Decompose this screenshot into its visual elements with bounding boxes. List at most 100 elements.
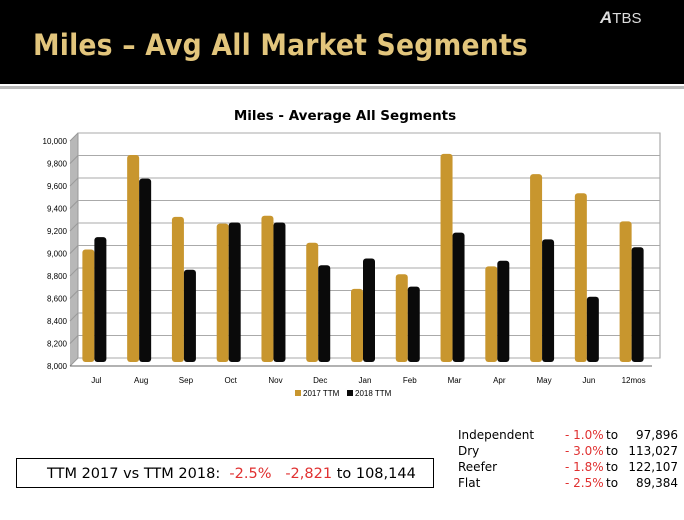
x-tick-label: Sep: [179, 376, 194, 385]
y-tick-label: 8,600: [47, 295, 68, 304]
bar-2018-ttm: [631, 247, 644, 362]
y-tick-label: 8,400: [47, 317, 68, 326]
x-tick-label: May: [537, 376, 552, 385]
x-tick-label: Feb: [403, 376, 417, 385]
bar-2018-ttm: [586, 296, 599, 362]
y-tick-label: 8,200: [47, 340, 68, 349]
gridline-side: [69, 267, 79, 277]
segment-value: 113,027: [628, 444, 678, 458]
bar-2018-ttm: [228, 222, 241, 362]
x-tick-label: Apr: [493, 376, 506, 385]
header-bar: [0, 0, 684, 84]
bar-2017-ttm: [619, 221, 632, 362]
bar-2017-ttm: [171, 216, 184, 362]
segment-name: Reefer: [458, 460, 498, 474]
summary-value: 108,144: [355, 466, 416, 482]
bar-2018-ttm: [318, 265, 331, 362]
gridline-side: [69, 177, 79, 187]
gridline-side: [69, 312, 79, 322]
gridline-side: [69, 222, 79, 232]
bar-2018-ttm: [497, 260, 510, 362]
y-tick-label: 8,000: [47, 362, 68, 371]
x-tick-label: Jun: [582, 376, 595, 385]
logo-text: TBS: [612, 10, 642, 27]
summary-label: TTM 2017 vs TTM 2018:: [47, 466, 221, 482]
gridline-side: [69, 290, 79, 299]
bar-2017-ttm: [306, 242, 319, 362]
bar-2017-ttm: [530, 174, 543, 362]
y-tick-label: 9,000: [47, 250, 68, 259]
bar-2018-ttm: [273, 222, 286, 362]
segment-row: Reefer - 1.8% to 122,107: [458, 460, 678, 476]
segment-row: Dry - 3.0% to 113,027: [458, 444, 678, 460]
bar-2017-ttm: [485, 266, 498, 362]
y-tick-label: 10,000: [43, 137, 68, 146]
x-tick-label: Oct: [224, 376, 237, 385]
bar-2018-ttm: [363, 258, 375, 362]
segment-value: 97,896: [636, 428, 678, 442]
legend-label: 2017 TTM: [303, 389, 340, 398]
segment-to: to: [606, 428, 619, 442]
legend-swatch: [295, 390, 301, 396]
bar-2017-ttm: [395, 274, 408, 362]
legend-swatch: [347, 390, 353, 396]
x-tick-label: Aug: [134, 376, 148, 385]
bar-2018-ttm: [407, 286, 420, 362]
bar-chart: Miles - Average All Segments 8,000 8,200 8…: [43, 108, 661, 398]
bar-2017-ttm: [216, 223, 229, 362]
x-tick-label: 12mos: [622, 376, 646, 385]
gridline-side: [69, 200, 79, 209]
summary-pct: -2.5%: [229, 466, 272, 482]
bar-2017-ttm: [127, 155, 140, 362]
segment-name: Dry: [458, 444, 480, 458]
x-tick-label: Dec: [313, 376, 327, 385]
segment-pct: - 1.8%: [565, 460, 604, 474]
x-tick-label: Jan: [359, 376, 372, 385]
header-divider: [0, 86, 684, 89]
segment-value: 122,107: [628, 460, 678, 474]
bar-2017-ttm: [82, 249, 95, 362]
gridline-side: [69, 132, 79, 142]
gridline-side: [69, 155, 79, 164]
segment-pct: - 3.0%: [565, 444, 604, 458]
segment-name: Independent: [458, 428, 535, 442]
bar-2017-ttm: [261, 215, 274, 362]
summary-delta: -2,821: [285, 466, 333, 482]
y-tick-label: 9,600: [47, 182, 68, 191]
bar-2018-ttm: [542, 239, 555, 362]
tbs-logo: ATBS: [600, 8, 641, 28]
segment-list: Independent - 1.0% to 97,896 Dry - 3.0% to 113…: [458, 428, 678, 492]
gridline-side: [69, 357, 79, 367]
gridline-side: [69, 245, 79, 254]
legend-label: 2018 TTM: [355, 389, 392, 398]
summary-to: to: [336, 466, 352, 482]
segment-row: Flat - 2.5% to 89,384: [458, 476, 678, 492]
page-title: Miles – Avg All Market Segments: [33, 28, 528, 62]
segment-pct: - 1.0%: [565, 428, 604, 442]
x-tick-label: Jul: [91, 376, 101, 385]
x-tick-label: Mar: [448, 376, 462, 385]
segment-to: to: [606, 476, 619, 490]
bar-2018-ttm: [139, 178, 152, 362]
ttm-summary-box: TTM 2017 vs TTM 2018: -2.5% -2,821 to 10…: [16, 458, 434, 488]
segment-pct: - 2.5%: [565, 476, 604, 490]
segment-to: to: [606, 460, 619, 474]
logo-mark-icon: A: [600, 8, 613, 27]
gridline-side: [69, 335, 79, 344]
y-tick-label: 9,200: [47, 227, 68, 236]
segment-value: 89,384: [636, 476, 678, 490]
y-tick-label: 9,400: [47, 205, 68, 214]
segment-name: Flat: [458, 476, 481, 490]
segment-to: to: [606, 444, 619, 458]
bar-2018-ttm: [452, 232, 465, 362]
bar-2017-ttm: [351, 288, 363, 362]
bar-2018-ttm: [183, 269, 196, 362]
y-tick-label: 8,800: [47, 272, 68, 281]
bar-2018-ttm: [94, 237, 107, 362]
segment-row: Independent - 1.0% to 97,896: [458, 428, 678, 444]
bar-2017-ttm: [440, 153, 453, 362]
y-tick-label: 9,800: [47, 160, 68, 169]
chart-title: Miles - Average All Segments: [234, 108, 456, 124]
bar-2017-ttm: [574, 193, 587, 362]
x-tick-label: Nov: [268, 376, 282, 385]
